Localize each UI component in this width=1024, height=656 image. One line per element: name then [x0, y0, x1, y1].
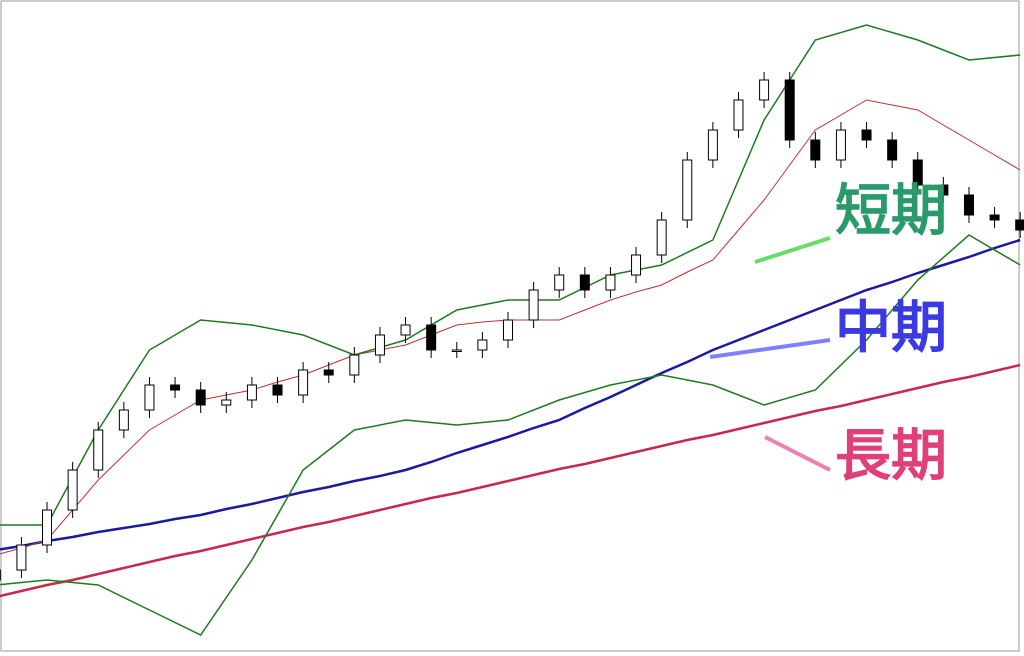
- candle-body: [579, 274, 590, 291]
- annotation: 中期: [835, 296, 947, 361]
- candle-body: [195, 389, 206, 406]
- annotation: 長期: [835, 424, 947, 489]
- candle-body: [528, 289, 539, 321]
- candle-body: [272, 384, 283, 396]
- candle-body: [170, 384, 181, 391]
- candle-body: [887, 139, 898, 161]
- candle-body: [605, 274, 616, 291]
- annotation-line: [754, 236, 831, 264]
- candle-body: [707, 129, 718, 161]
- candle-body: [938, 184, 949, 196]
- candle-body: [1015, 219, 1024, 231]
- candle-body: [503, 319, 513, 341]
- line: [0, 363, 1021, 598]
- candle-body: [861, 129, 872, 141]
- candle-body: [784, 79, 795, 141]
- candle-body: [16, 544, 27, 571]
- candle-body: [989, 214, 1000, 221]
- candle-body: [298, 369, 309, 396]
- line: [0, 234, 1021, 636]
- candle-body: [323, 369, 334, 376]
- candle-body: [246, 384, 257, 401]
- candle-body: [554, 274, 565, 291]
- candle-body: [93, 429, 104, 471]
- line: [0, 24, 1021, 526]
- candle-body: [656, 219, 667, 256]
- candle-body: [400, 324, 411, 336]
- candle-body: [144, 384, 155, 411]
- candle-body: [374, 334, 385, 356]
- candle-body: [426, 324, 437, 351]
- candle-body: [912, 159, 923, 186]
- line: [0, 238, 1021, 551]
- annotation-line: [709, 338, 831, 359]
- candle-body: [759, 79, 770, 101]
- candle-body: [631, 254, 642, 276]
- annotation: 短期: [835, 179, 947, 244]
- candle-body: [810, 139, 821, 161]
- candle-body: [963, 194, 974, 216]
- candle-body: [221, 399, 232, 406]
- candle-body: [682, 159, 693, 221]
- candle-body: [451, 349, 462, 352]
- candle-body: [349, 354, 360, 376]
- candle-body: [67, 469, 78, 511]
- candle-body: [733, 99, 744, 131]
- candle-body: [118, 409, 129, 431]
- candle-body: [835, 129, 846, 161]
- candle-body: [477, 339, 488, 351]
- annotation-line: [764, 435, 831, 472]
- candle-body: [42, 509, 53, 546]
